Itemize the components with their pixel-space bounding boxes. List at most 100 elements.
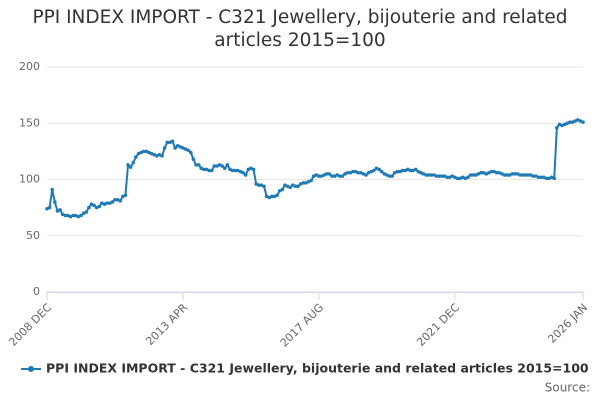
point xyxy=(186,148,190,153)
point xyxy=(97,204,102,209)
point xyxy=(309,178,313,183)
point xyxy=(489,169,494,174)
point xyxy=(165,140,170,145)
point xyxy=(531,174,536,178)
point xyxy=(330,174,334,178)
point xyxy=(63,213,68,218)
point xyxy=(160,154,164,158)
x-tick-label: 2026 JAN xyxy=(545,301,590,346)
point xyxy=(230,168,235,173)
y-tick-label: 0 xyxy=(33,285,40,298)
point xyxy=(400,168,405,173)
point xyxy=(387,174,392,178)
y-tick-label: 150 xyxy=(19,116,40,129)
point xyxy=(233,168,238,173)
point xyxy=(445,175,449,180)
legend-label: PPI INDEX IMPORT - C321 Jewellery, bijou… xyxy=(46,361,589,376)
point xyxy=(395,169,400,174)
y-tick-label: 100 xyxy=(19,173,40,186)
point xyxy=(568,120,572,124)
point xyxy=(128,165,133,169)
point xyxy=(364,173,368,177)
point xyxy=(377,167,381,172)
point xyxy=(345,170,350,175)
point xyxy=(288,185,292,190)
point xyxy=(296,184,300,189)
point xyxy=(58,208,62,212)
point xyxy=(79,213,83,218)
point xyxy=(544,176,549,181)
point xyxy=(84,210,89,214)
point xyxy=(494,170,499,175)
point xyxy=(479,170,483,175)
point xyxy=(408,168,413,173)
point xyxy=(539,175,543,180)
point xyxy=(92,203,96,208)
point xyxy=(134,155,138,159)
y-tick-label: 200 xyxy=(19,60,40,73)
point xyxy=(222,166,227,171)
point xyxy=(256,183,261,187)
point xyxy=(71,213,75,218)
chart-title: PPI INDEX IMPORT - C321 Jewellery, bijou… xyxy=(32,7,568,51)
point xyxy=(126,163,130,167)
point xyxy=(191,157,196,162)
x-tick-label: 2021 DEC xyxy=(414,301,462,349)
point xyxy=(324,172,329,176)
point xyxy=(552,176,557,181)
point xyxy=(105,201,109,205)
point xyxy=(523,173,528,177)
point xyxy=(513,172,517,176)
point xyxy=(372,168,376,173)
point xyxy=(555,125,559,130)
point xyxy=(536,175,541,180)
point xyxy=(189,150,193,155)
point xyxy=(110,200,115,204)
point xyxy=(390,174,394,178)
point xyxy=(194,163,198,167)
point xyxy=(173,146,177,150)
point xyxy=(241,170,245,175)
point xyxy=(141,149,146,154)
point xyxy=(113,197,117,202)
point xyxy=(262,184,266,189)
point xyxy=(212,164,217,168)
point xyxy=(53,200,57,204)
point xyxy=(440,174,444,178)
point xyxy=(251,167,256,172)
y-tick-label: 50 xyxy=(26,229,40,242)
point xyxy=(518,173,523,177)
point xyxy=(275,193,279,198)
point xyxy=(118,199,123,203)
point xyxy=(434,174,439,178)
point xyxy=(413,167,418,172)
point xyxy=(581,120,585,124)
point xyxy=(526,173,530,177)
point xyxy=(455,176,460,181)
point xyxy=(379,169,384,174)
point xyxy=(502,173,507,177)
series-line xyxy=(46,118,584,218)
point xyxy=(327,172,332,176)
point xyxy=(317,174,321,178)
point xyxy=(207,168,211,173)
x-tick-label: 2008 DEC xyxy=(6,301,54,349)
point xyxy=(351,169,355,174)
point xyxy=(340,174,345,178)
point xyxy=(162,146,167,150)
point xyxy=(170,139,175,144)
point xyxy=(429,173,434,177)
point xyxy=(471,173,475,177)
point xyxy=(47,205,52,210)
legend-marker xyxy=(28,366,34,372)
point xyxy=(225,163,230,167)
point xyxy=(280,187,285,192)
point xyxy=(209,168,214,173)
point xyxy=(220,164,224,168)
point xyxy=(202,167,206,172)
point xyxy=(426,173,431,177)
point xyxy=(123,193,128,198)
point xyxy=(510,172,515,176)
